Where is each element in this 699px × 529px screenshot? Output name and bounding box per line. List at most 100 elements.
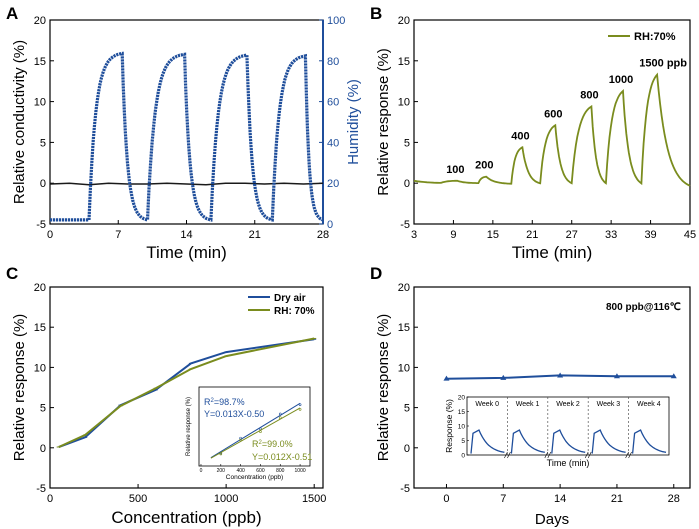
panel-letter-b: B <box>370 4 382 23</box>
panel-a-right-tick-label: 100 <box>327 15 345 27</box>
panel-b-x-axis-label: Time (min) <box>512 243 593 262</box>
panel-d-inset-response-line <box>470 429 505 454</box>
panel-c-inset-x-label: Concentration (ppb) <box>226 474 283 481</box>
panel-c-inset-point <box>298 408 302 411</box>
panel-b-pulse-label: 600 <box>544 108 562 120</box>
panel-c-x-tick-label: 0 <box>47 493 53 505</box>
panel-a-right-tick-label: 80 <box>327 56 339 68</box>
panel-c-x-tick-label: 500 <box>129 493 147 505</box>
panel-d-y-tick-label: -5 <box>400 483 410 495</box>
panel-a-y-tick-label: 20 <box>34 15 46 27</box>
panel-a-x-tick-label: 28 <box>317 229 329 241</box>
panel-d-y-tick-label: 10 <box>398 362 410 374</box>
panel-b-legend-label: RH:70% <box>634 31 676 43</box>
panel-b-response-line <box>413 72 691 187</box>
panel-d-point <box>670 373 677 379</box>
panel-b-y-tick-label: 0 <box>404 178 410 190</box>
panel-d-inset-response-line <box>551 429 586 454</box>
panel-c-inset-fit-dry: Y=0.013X-0.50 <box>204 409 264 419</box>
panel-d-inset-y-tick-label: 15 <box>458 409 466 416</box>
panel-a-x-tick-label: 14 <box>180 229 192 241</box>
panel-d-y-axis-label: Relative response (%) <box>375 314 392 462</box>
panel-letter-a: A <box>6 4 18 23</box>
panel-d-y-tick-label: 20 <box>398 282 410 294</box>
panel-c-inset-point <box>298 403 302 406</box>
panel-c-inset-point <box>239 438 242 442</box>
panel-d-inset: 0 5 10 15 20 Week 0 Week 1 Week 2 Week 3 Week 4 <box>458 395 670 460</box>
panel-d-annotation: 800 ppb@116℃ <box>606 302 681 313</box>
panel-d-inset-week-label: Week 1 <box>516 401 540 408</box>
panel-c-inset-x-tick-label: 600 <box>256 468 265 474</box>
panel-d-inset-week-label: Week 0 <box>475 401 499 408</box>
panel-c-y-tick-label: 20 <box>34 282 46 294</box>
panel-b-x-tick-label: 33 <box>605 229 617 241</box>
panel-a-axes-frame <box>49 19 324 225</box>
panel-b-y-axis-label: Relative response (%) <box>375 48 392 196</box>
panel-c-x-tick-label: 1500 <box>302 493 326 505</box>
panel-d-x-tick-label: 7 <box>500 493 506 505</box>
panel-d-inset-axis-break <box>504 451 511 459</box>
panel-a-y-tick-label: 15 <box>34 56 46 68</box>
panel-a-humidity-line <box>50 51 324 222</box>
panel-d-y-tick-label: 15 <box>398 322 410 334</box>
panel-d-x-axis-label: Days <box>535 511 569 528</box>
panel-d-inset-week-label: Week 2 <box>556 401 580 408</box>
panel-b-pulse-label: 1000 <box>609 74 633 86</box>
panel-a-y-tick-label: 0 <box>40 178 46 190</box>
panel-b-y-tick-label: 10 <box>398 97 410 109</box>
panel-d-x-tick-label: 28 <box>668 493 680 505</box>
panel-a-right-axis-label: Humidity (%) <box>345 79 362 165</box>
panel-d-inset-y-tick-label: 5 <box>461 438 465 445</box>
panel-a-right-tick-label: 0 <box>327 219 333 231</box>
panel-d-inset-axis-break <box>544 451 552 459</box>
panel-d-y-tick-label: 5 <box>404 403 410 415</box>
panel-d-inset-y-label: Response (%) <box>444 399 454 453</box>
panel-d-y-tick-label: 0 <box>404 443 410 455</box>
panel-c-inset-point <box>278 416 282 420</box>
panel-letter-d: D <box>370 264 382 283</box>
panel-d-x-tick-label: 0 <box>443 493 449 505</box>
panel-d-axes-frame <box>413 286 691 489</box>
panel-d-chart: -5 0 5 10 15 20 0 7 14 21 28 Days Relative respons… <box>375 282 691 528</box>
panel-d-plot-area: -5 0 5 10 15 20 0 7 14 21 28 <box>398 282 691 505</box>
panel-letter-c: C <box>6 264 18 283</box>
panel-a-x-tick-label: 0 <box>47 229 53 241</box>
panel-d-inset-response-line <box>591 429 626 454</box>
panel-d-inset-axis-break <box>584 451 592 459</box>
panel-c-inset-point <box>259 430 262 433</box>
panel-d-inset-y-tick-label: 10 <box>458 424 466 431</box>
panel-c-inset-x-tick-label: 0 <box>200 468 203 474</box>
panel-a-right-tick-label: 40 <box>327 137 339 149</box>
panel-c-y-axis-label: Relative response (%) <box>11 314 28 462</box>
panel-c-y-tick-label: 0 <box>40 443 46 455</box>
panel-c-axes-frame <box>49 286 324 489</box>
panel-c-x-tick-label: 1000 <box>214 493 238 505</box>
panel-a-x-tick-label: 21 <box>249 229 261 241</box>
panel-c-inset-y-label: Relative response (%) <box>186 397 192 456</box>
panel-d-point <box>443 375 450 381</box>
panel-c-y-tick-label: 5 <box>40 403 46 415</box>
panel-a-right-tick-label: 20 <box>327 178 339 190</box>
panel-b-x-tick-label: 21 <box>526 229 538 241</box>
panel-c-inset-x-tick-label: 200 <box>217 468 226 474</box>
panel-b-x-tick-label: 45 <box>684 229 696 241</box>
panel-d-x-tick-label: 14 <box>554 493 566 505</box>
panel-a-y-axis-label: Relative conductivity (%) <box>11 40 28 204</box>
panel-d-inset-week-label: Week 3 <box>597 401 621 408</box>
panel-d-inset-response-line <box>510 429 545 454</box>
panel-a-conductivity-line <box>49 182 324 186</box>
panel-b-pulse-label: 1500 ppb <box>639 58 687 70</box>
panel-d-inset-y-tick-label: 0 <box>461 453 465 460</box>
panel-d-inset-y-tick-label: 20 <box>458 395 466 402</box>
panel-d-inset-frame <box>466 396 670 456</box>
panel-c-inset-point <box>278 412 282 416</box>
panel-c-inset-fit-line-0 <box>210 402 301 459</box>
panel-b-pulse-label: 400 <box>511 130 529 142</box>
panel-b-x-tick-label: 9 <box>450 229 456 241</box>
panel-c-inset-x-tick-label: 800 <box>276 468 285 474</box>
panel-d-inset-week-label: Week 4 <box>637 401 661 408</box>
